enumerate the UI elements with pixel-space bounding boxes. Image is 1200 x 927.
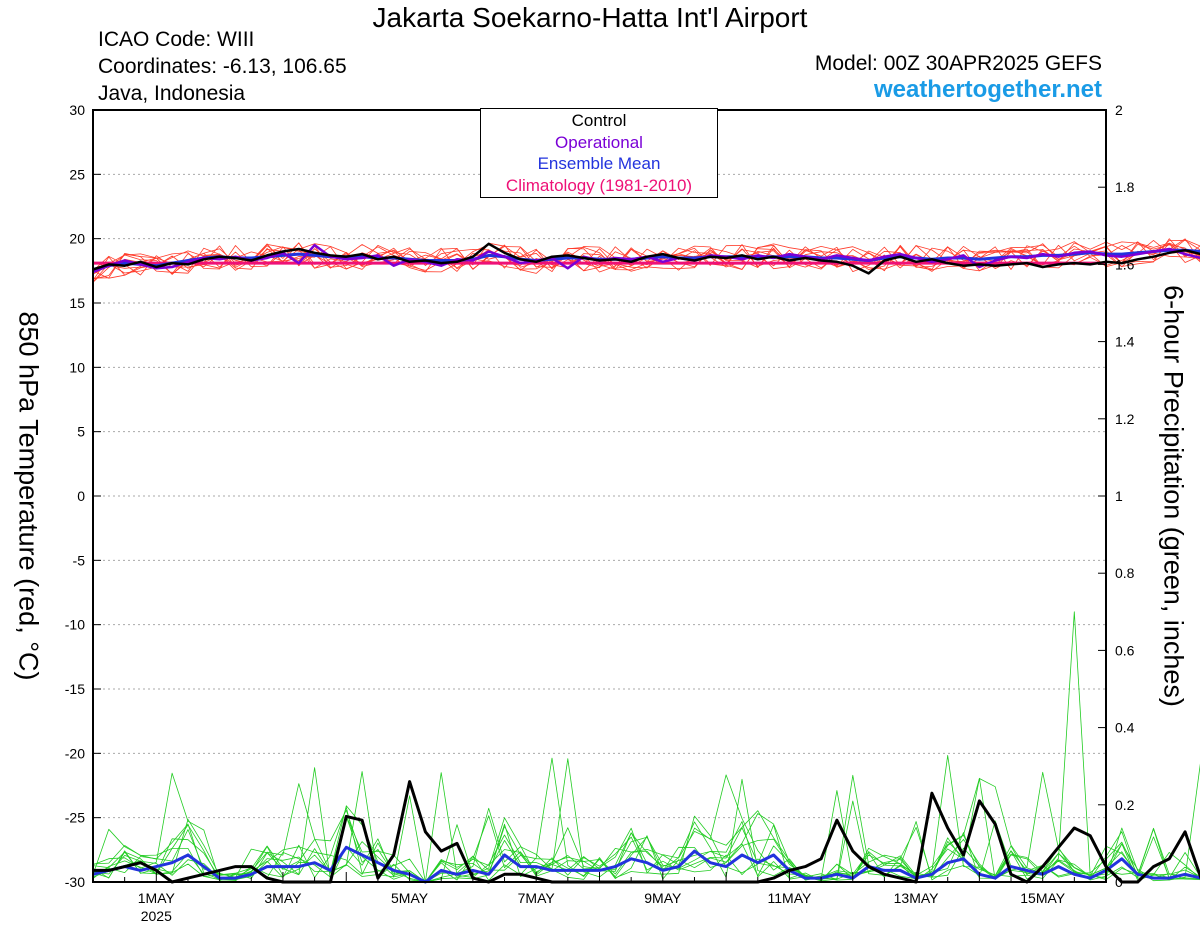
y-tick-label: 10 xyxy=(69,359,85,375)
y-tick-label: -5 xyxy=(73,552,86,568)
y2-tick-label: 0 xyxy=(1115,874,1123,890)
x-tick-label: 9MAY xyxy=(644,890,682,906)
y2-tick-label: 1.2 xyxy=(1115,411,1135,427)
y2-tick-label: 1 xyxy=(1115,488,1123,504)
y2-tick-label: 1.8 xyxy=(1115,179,1135,195)
temp-member-line xyxy=(92,239,1200,279)
x-tick-label: 7MAY xyxy=(518,890,556,906)
y-tick-label: 15 xyxy=(69,295,85,311)
icao-code: ICAO Code: WIII xyxy=(98,28,255,51)
x-tick-label: 13MAY xyxy=(894,890,940,906)
y2-tick-label: 1.6 xyxy=(1115,256,1135,272)
x-tick-label: 1MAY xyxy=(138,890,176,906)
temp-member-line xyxy=(92,239,1200,283)
y-tick-label: 0 xyxy=(77,488,85,504)
precip-members xyxy=(92,611,1200,883)
x-tick-label: 5MAY xyxy=(391,890,429,906)
y-tick-label: 30 xyxy=(69,102,85,118)
y-tick-label: 20 xyxy=(69,231,85,247)
precip-member-line xyxy=(92,800,1200,883)
x-tick-sublabel: 2025 xyxy=(141,908,172,924)
y-axis-label-left: 850 hPa Temperature (red, °C) xyxy=(13,311,44,681)
y-axis-label-right: 6-hour Precipitation (green, inches) xyxy=(1158,285,1189,707)
y2-tick-label: 0.6 xyxy=(1115,642,1135,658)
temp-member-line xyxy=(92,243,1200,274)
y-tick-label: -20 xyxy=(65,745,85,761)
axis-ticks: 302520151050-5-10-15-20-25-3021.81.61.41… xyxy=(65,102,1135,924)
y-tick-label: 25 xyxy=(69,166,85,182)
x-tick-label: 11MAY xyxy=(768,890,812,906)
y-tick-label: 5 xyxy=(77,424,85,440)
model-run: Model: 00Z 30APR2025 GEFS xyxy=(814,52,1102,75)
legend-operational: Operational xyxy=(555,132,643,152)
y2-tick-label: 2 xyxy=(1115,102,1123,118)
y-tick-label: -25 xyxy=(65,810,85,826)
operational-temp-line xyxy=(92,243,1200,274)
y-tick-label: -10 xyxy=(65,617,85,633)
y2-tick-label: 1.4 xyxy=(1115,334,1135,350)
series-lines xyxy=(92,242,1200,884)
x-tick-label: 3MAY xyxy=(264,890,302,906)
site-link[interactable]: weathertogether.net xyxy=(873,76,1102,103)
precip-member-line xyxy=(92,611,1200,883)
y2-tick-label: 0.4 xyxy=(1115,720,1135,736)
y-tick-label: -15 xyxy=(65,681,85,697)
y2-tick-label: 0.8 xyxy=(1115,565,1135,581)
x-tick-label: 15MAY xyxy=(1020,890,1066,906)
legend-ensemble-mean: Ensemble Mean xyxy=(537,154,661,173)
temp-member-line xyxy=(92,241,1200,280)
chart-title: Jakarta Soekarno-Hatta Int'l Airport xyxy=(372,2,808,33)
region: Java, Indonesia xyxy=(98,82,246,105)
y-tick-label: -30 xyxy=(65,874,85,890)
coordinates: Coordinates: -6.13, 106.65 xyxy=(98,55,347,78)
control-precip-line xyxy=(93,780,1200,884)
legend-control: Control xyxy=(571,111,627,130)
control-temp-line xyxy=(92,242,1200,275)
grid xyxy=(93,173,1106,819)
legend-climatology: Climatology (1981-2010) xyxy=(505,175,693,195)
y2-tick-label: 0.2 xyxy=(1115,797,1135,813)
legend: Control Operational Ensemble Mean Climat… xyxy=(480,108,718,198)
